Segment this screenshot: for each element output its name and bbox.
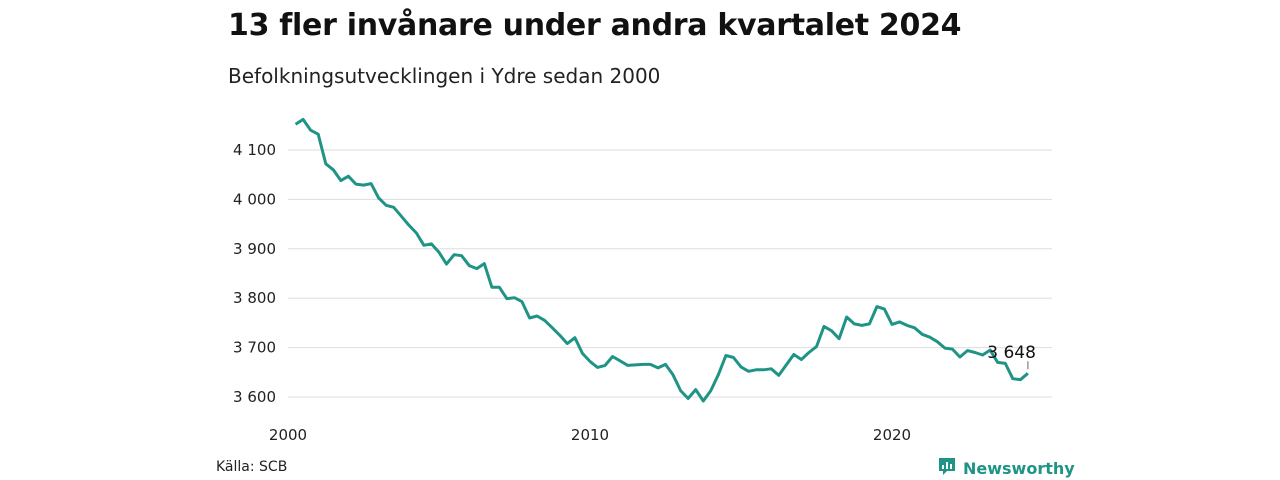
population-series-line [294, 117, 1029, 403]
y-tick-label: 4 100 [233, 141, 276, 159]
chart-title: 13 fler invånare under andra kvartalet 2… [228, 8, 962, 43]
source-note: Källa: SCB [216, 459, 288, 475]
y-tick-label: 3 800 [233, 289, 276, 307]
x-tick-label: 2010 [571, 426, 609, 444]
last-value-label: 3 648 [987, 343, 1036, 363]
y-tick-label: 3 600 [233, 388, 276, 406]
chart-subtitle: Befolkningsutvecklingen i Ydre sedan 200… [228, 64, 661, 88]
x-tick-label: 2000 [269, 426, 307, 444]
brand-name: Newsworthy [963, 458, 1075, 478]
brand-logo[interactable]: Newsworthy [937, 456, 1075, 480]
y-tick-label: 4 000 [233, 190, 276, 208]
chart-bars-icon [937, 456, 957, 480]
y-tick-label: 3 700 [233, 339, 276, 357]
y-tick-label: 3 900 [233, 240, 276, 258]
x-tick-label: 2020 [873, 426, 911, 444]
